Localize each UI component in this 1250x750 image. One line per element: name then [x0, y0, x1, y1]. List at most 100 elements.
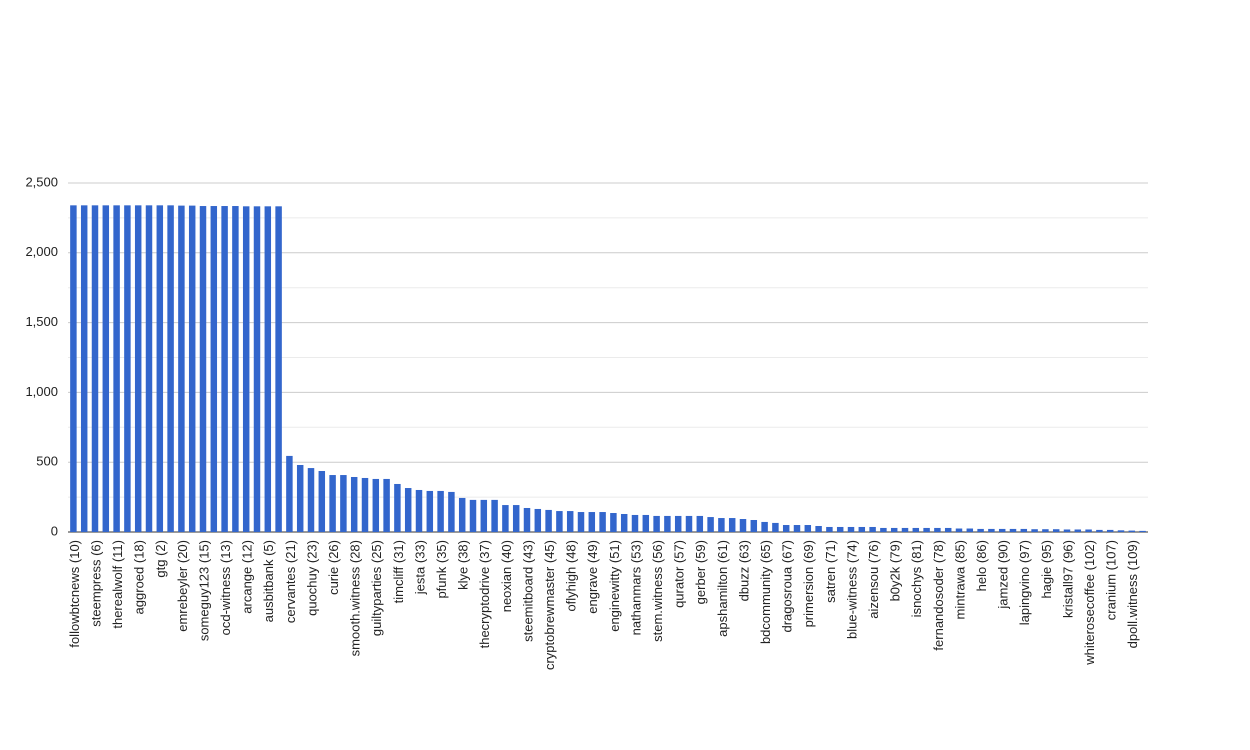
- x-tick-label: apshamilton (61): [715, 540, 730, 637]
- x-tick-label: bdcommunity (65): [758, 540, 773, 644]
- bar: [620, 513, 628, 532]
- bar: [804, 525, 812, 532]
- bar: [782, 525, 790, 532]
- bar: [124, 205, 131, 532]
- bar: [1117, 530, 1125, 532]
- bar: [394, 483, 401, 532]
- x-tick-label: kristall97 (96): [1060, 540, 1075, 618]
- x-tick-label: dpoll.witness (109): [1125, 540, 1140, 648]
- bar: [750, 519, 758, 532]
- bar: [1063, 529, 1071, 532]
- bar: [610, 513, 617, 532]
- x-tick-label: therealwolf (11): [110, 540, 125, 629]
- y-tick-label: 1,500: [25, 314, 58, 329]
- x-tick-label: steemitboard (43): [520, 540, 535, 642]
- x-tick-label: fernandosoder (78): [931, 540, 946, 651]
- bar: [102, 205, 110, 532]
- bar: [80, 205, 88, 532]
- x-tick-label: stem.witness (56): [650, 540, 665, 642]
- x-tick-label: jamzed (90): [996, 540, 1011, 610]
- x-tick-label: followbtcnews (10): [67, 540, 82, 648]
- x-tick-label: arcange (12): [240, 540, 255, 614]
- bar: [350, 476, 358, 532]
- bar: [361, 477, 369, 532]
- bar: [70, 205, 77, 532]
- bar: [372, 478, 380, 532]
- bar: [469, 499, 477, 532]
- bar: [286, 455, 293, 532]
- x-tick-label: gtg (2): [153, 540, 168, 578]
- x-tick-label: curie (26): [326, 540, 341, 595]
- bar: [480, 499, 488, 532]
- bar: [448, 491, 455, 532]
- bar: [210, 206, 218, 532]
- bar: [534, 508, 542, 532]
- bar: [491, 499, 498, 532]
- bar: [556, 511, 563, 532]
- bar: [793, 525, 801, 532]
- bar: [1074, 529, 1082, 532]
- x-tick-label: aizensou (76): [866, 540, 881, 619]
- bar: [912, 527, 920, 532]
- x-tick-label: lapingvino (97): [1017, 540, 1032, 625]
- bar: [242, 206, 250, 532]
- x-tick-label: emrebeyler (20): [175, 540, 190, 632]
- bar: [901, 527, 909, 532]
- x-tick-label: klye (38): [456, 540, 471, 590]
- x-tick-label: steempress (6): [88, 540, 103, 627]
- x-tick-label: hagie (95): [1039, 540, 1054, 599]
- x-tick-label: mintrawa (85): [952, 540, 967, 619]
- x-tick-label: neoxian (40): [499, 540, 514, 612]
- bar: [923, 527, 930, 532]
- bar: [664, 515, 671, 532]
- bar: [156, 205, 164, 532]
- x-tick-label: primersion (69): [801, 540, 816, 627]
- x-tick-label: qurator (57): [672, 540, 687, 608]
- bar: [566, 511, 574, 532]
- x-tick-label: whiterosecoffee (102): [1082, 540, 1097, 666]
- bar: [1096, 529, 1103, 532]
- x-tick-label: gerber (59): [693, 540, 708, 604]
- bar: [91, 205, 99, 532]
- bar: [674, 515, 682, 532]
- bar: [890, 527, 898, 532]
- bar: [404, 488, 412, 532]
- x-tick-label: blue-witness (74): [844, 540, 859, 639]
- x-tick-label: ausbitbank (5): [261, 540, 276, 622]
- bar: [847, 526, 855, 532]
- bar: [264, 206, 272, 532]
- bar: [1020, 528, 1028, 532]
- bar: [707, 517, 714, 532]
- bar: [966, 528, 974, 532]
- y-tick-label: 0: [51, 523, 58, 538]
- bar: [1139, 530, 1146, 532]
- x-tick-label: helo (86): [974, 540, 989, 591]
- bar: [858, 526, 866, 532]
- bar: [761, 521, 768, 532]
- bar: [512, 505, 520, 532]
- bar: [642, 514, 650, 532]
- x-tick-label: quochuy (23): [304, 540, 319, 616]
- x-tick-label: enginewitty (51): [607, 540, 622, 632]
- bar: [869, 526, 876, 532]
- bar: [437, 490, 444, 532]
- x-tick-label: cryptobrewmaster (45): [542, 540, 557, 670]
- bar: [836, 526, 844, 532]
- bar: [826, 526, 833, 532]
- bar: [199, 206, 207, 532]
- x-tick-label: ocd-witness (13): [218, 540, 233, 635]
- bar: [588, 512, 596, 532]
- bar: [685, 515, 693, 532]
- x-tick-label: oflyhigh (48): [564, 540, 579, 612]
- x-tick-label: timcliff (31): [391, 540, 406, 603]
- x-tick-label: cervantes (21): [283, 540, 298, 623]
- bar: [880, 527, 887, 532]
- bar: [934, 527, 941, 532]
- bar: [383, 478, 390, 532]
- bar: [998, 528, 1006, 532]
- bar: [458, 497, 466, 532]
- x-tick-label: b0y2k (79): [888, 540, 903, 601]
- y-tick-label: 2,500: [25, 174, 58, 189]
- bar: [577, 512, 585, 532]
